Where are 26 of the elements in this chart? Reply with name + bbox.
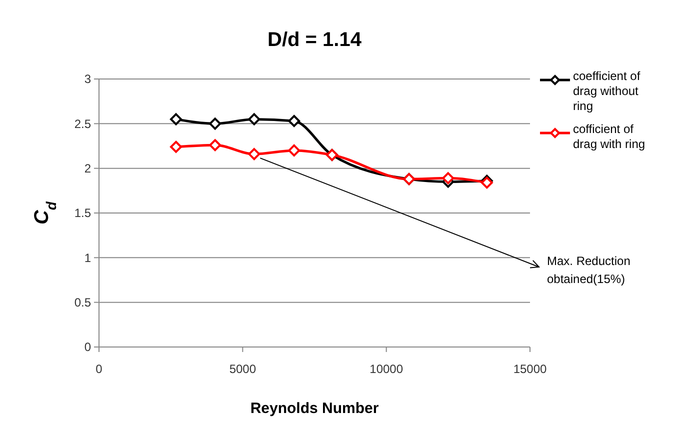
x-tick-label: 5000 [229, 362, 256, 376]
point [248, 148, 260, 160]
y-tick-label: 0.5 [74, 296, 92, 310]
point [288, 114, 300, 127]
legend-label: cofficient of drag with ring [573, 122, 646, 151]
y-tick-label: 0 [84, 340, 92, 354]
point [170, 140, 182, 153]
y-tick-label: 1.5 [74, 206, 92, 220]
point [209, 118, 222, 130]
x-axis-title: Reynolds Number [250, 400, 379, 417]
x-tick-label: 15000 [513, 362, 548, 376]
legend-label: coefficient of drag without ring [573, 69, 641, 113]
point [480, 176, 493, 189]
chart-title: D/d = 1.14 [268, 29, 362, 51]
annotation: Max. Reduction obtained(15%) [547, 254, 630, 286]
point [248, 113, 260, 126]
x-tick-label: 0 [96, 362, 103, 376]
y-tick-label: 3 [84, 72, 92, 86]
point [288, 144, 300, 156]
y-tick-label: 2.5 [74, 116, 92, 131]
point [442, 172, 454, 184]
point [170, 113, 182, 126]
y-tick-label: 2 [84, 162, 92, 176]
point [209, 139, 222, 152]
y-tick-label: 1 [84, 250, 92, 265]
x-tick-label: 10000 [370, 362, 404, 376]
